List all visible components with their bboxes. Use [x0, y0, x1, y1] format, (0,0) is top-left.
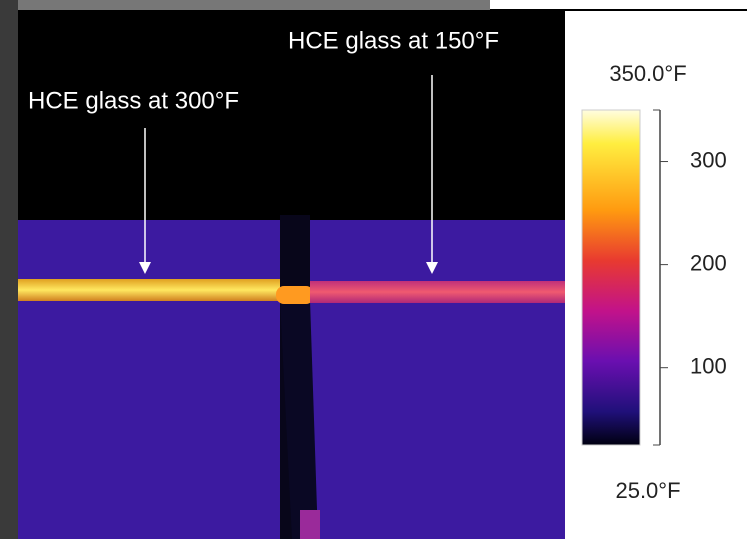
hot-tube [18, 279, 280, 301]
tick-label: 200 [690, 250, 727, 275]
spot [300, 510, 320, 539]
joint [276, 286, 314, 304]
colorbar-min-label: 25.0°F [615, 478, 680, 503]
annotation: HCE glass at 150°F [288, 27, 499, 54]
warm-tube [310, 281, 565, 303]
colorbar [582, 110, 640, 445]
annotation: HCE glass at 300°F [28, 87, 239, 114]
photo-strip [0, 0, 18, 539]
tick-label: 300 [690, 147, 727, 172]
page: {"annotations": [{"label": "HCE glass at… [0, 0, 747, 539]
thermal-figure: HCE glass at 300°F HCE glass at 150°F 35… [0, 0, 747, 539]
tick-label: 100 [690, 354, 727, 379]
colorbar-max-label: 350.0°F [609, 61, 686, 86]
